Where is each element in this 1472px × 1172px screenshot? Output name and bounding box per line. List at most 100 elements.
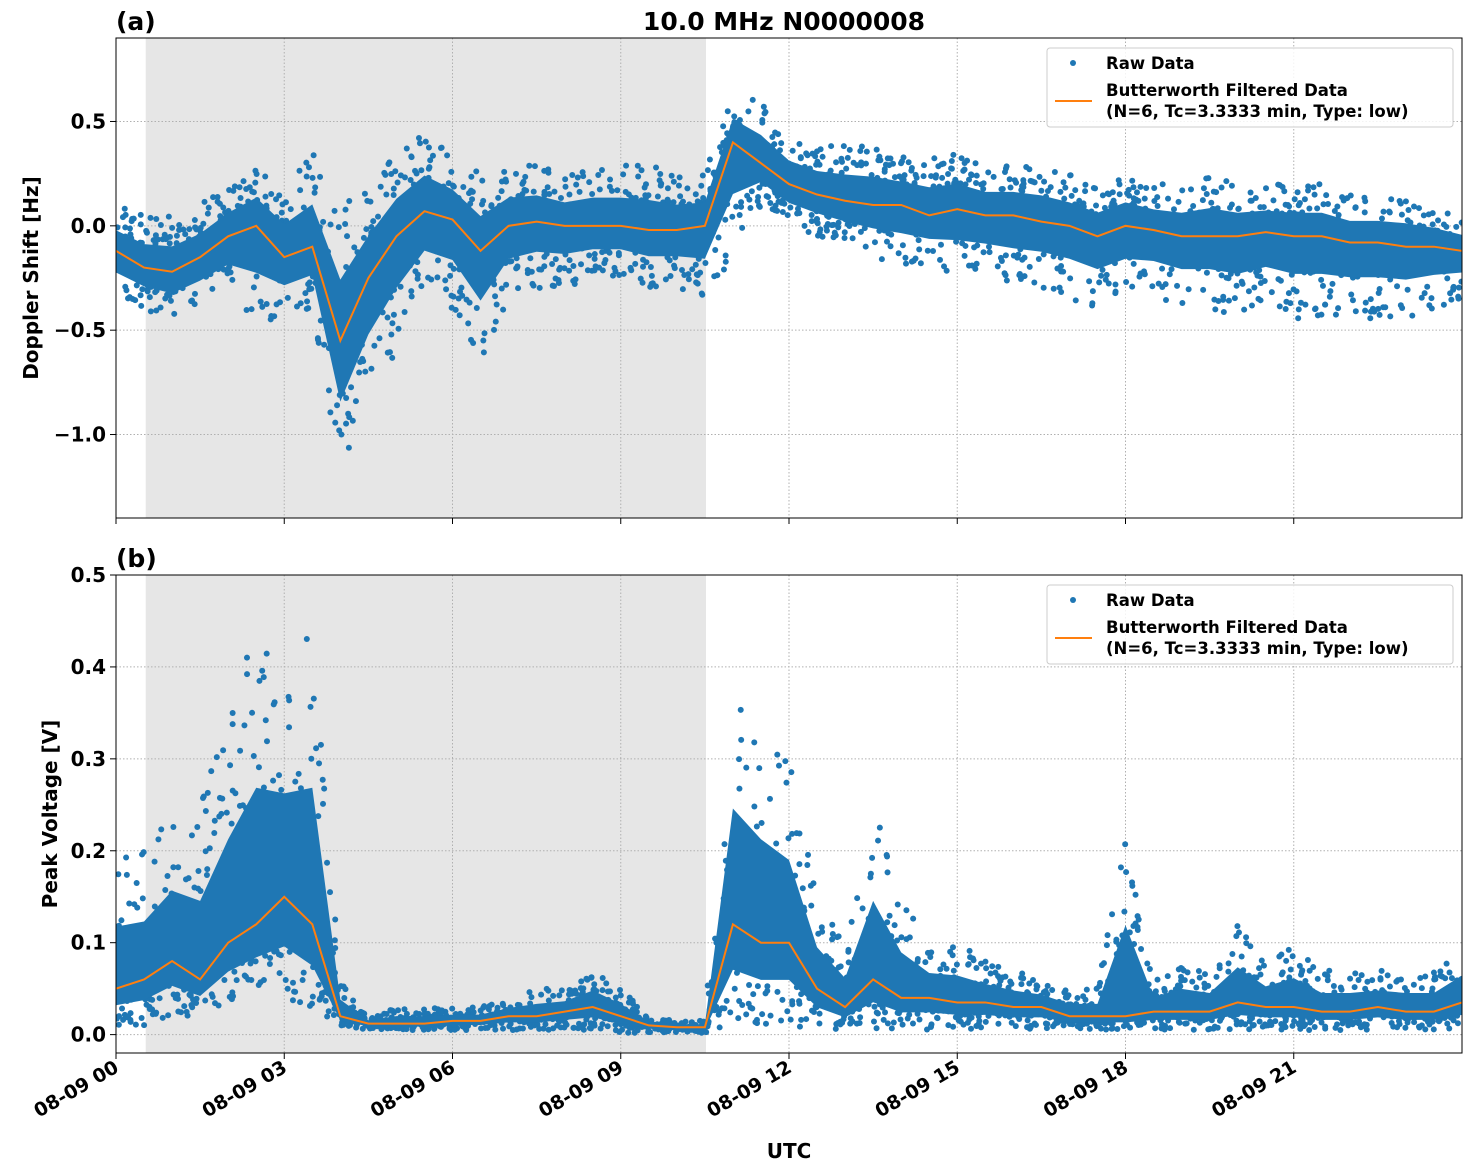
raw-data-point (985, 169, 992, 176)
data-layer (116, 96, 1462, 451)
raw-data-point (384, 314, 391, 321)
raw-data-point (212, 1000, 219, 1007)
raw-data-point (819, 153, 826, 160)
raw-data-point (266, 960, 273, 967)
raw-data-point (876, 824, 883, 831)
raw-data-point (512, 170, 519, 177)
raw-data-point (959, 240, 966, 247)
raw-data-point (678, 267, 685, 274)
raw-data-point (829, 921, 836, 928)
raw-data-point (331, 207, 338, 214)
raw-data-point (829, 936, 836, 943)
raw-data-point (444, 152, 451, 159)
raw-data-point (1017, 275, 1024, 282)
raw-data-point (389, 354, 396, 361)
raw-data-point (1440, 301, 1447, 308)
raw-data-point (1151, 184, 1158, 191)
raw-data-point (337, 983, 344, 990)
raw-data-point (1314, 205, 1321, 212)
raw-data-point (422, 138, 429, 145)
raw-data-point (249, 188, 256, 195)
raw-data-point (612, 268, 619, 275)
raw-data-point (1133, 189, 1140, 196)
raw-data-point (321, 341, 328, 348)
raw-data-point (241, 722, 248, 729)
raw-data-point (320, 800, 327, 807)
raw-data-point (118, 917, 125, 924)
raw-data-point (197, 224, 204, 231)
raw-data-point (1294, 189, 1301, 196)
raw-data-point (310, 695, 317, 702)
raw-data-point (1168, 266, 1175, 273)
raw-data-point (623, 162, 630, 169)
raw-data-point (909, 1020, 916, 1027)
raw-data-point (882, 1009, 889, 1016)
panel-b: 08-09 00 08-09 03 08-09 06 08-09 09 08-09 12… (30, 563, 1463, 1122)
raw-data-point (284, 294, 291, 301)
raw-data-point (343, 394, 350, 401)
raw-data-point (1248, 197, 1255, 204)
raw-data-point (966, 176, 973, 183)
raw-data-point (412, 167, 419, 174)
raw-data-point (570, 1024, 577, 1031)
raw-data-point (1411, 203, 1418, 210)
raw-data-point (270, 777, 277, 784)
raw-data-point (781, 200, 788, 207)
raw-data-point (928, 173, 935, 180)
raw-data-point (356, 369, 363, 376)
raw-data-point (492, 293, 499, 300)
raw-data-point (1112, 288, 1119, 295)
panel-b-ylabel: Peak Voltage [V] (38, 720, 62, 909)
raw-data-point (468, 173, 475, 180)
raw-data-point (498, 188, 505, 195)
raw-data-point (846, 146, 853, 153)
raw-data-point (1362, 198, 1369, 205)
panel-a-ylabel: Doppler Shift [Hz] (19, 176, 43, 380)
raw-data-point (604, 1023, 611, 1030)
raw-data-point (395, 325, 402, 332)
raw-data-point (182, 231, 189, 238)
raw-data-point (960, 167, 967, 174)
raw-data-point (244, 671, 251, 678)
raw-data-point (605, 988, 612, 995)
raw-data-point (562, 1019, 569, 1026)
raw-data-point (662, 276, 669, 283)
raw-data-point (289, 979, 296, 986)
raw-data-point (620, 171, 627, 178)
raw-data-point (139, 895, 146, 902)
raw-data-point (1388, 196, 1395, 203)
raw-data-point (875, 837, 882, 844)
raw-data-point (754, 198, 761, 205)
raw-data-point (747, 204, 754, 211)
raw-data-point (116, 224, 121, 231)
raw-data-point (237, 194, 244, 201)
raw-data-point (995, 963, 1002, 970)
raw-data-point (1286, 203, 1293, 210)
raw-data-point (1130, 260, 1137, 267)
raw-data-point (170, 823, 177, 830)
raw-data-point (325, 1008, 332, 1015)
raw-data-point (320, 218, 327, 225)
raw-data-point (542, 1021, 549, 1028)
raw-data-point (228, 996, 235, 1003)
raw-data-point (1001, 270, 1008, 277)
raw-data-point (998, 258, 1005, 265)
raw-data-point (774, 751, 781, 758)
raw-data-point (675, 182, 682, 189)
raw-data-point (1235, 206, 1242, 213)
raw-data-point (176, 222, 183, 229)
raw-data-point (571, 280, 578, 287)
raw-data-point (968, 1014, 975, 1021)
raw-data-point (816, 1010, 823, 1017)
raw-data-point (388, 331, 395, 338)
raw-data-point (342, 206, 349, 213)
raw-data-point (528, 994, 535, 1001)
raw-data-point (308, 755, 315, 762)
raw-data-point (1213, 189, 1220, 196)
raw-data-point (530, 188, 537, 195)
raw-data-point (764, 983, 771, 990)
raw-data-point (1277, 277, 1284, 284)
raw-data-point (1319, 282, 1326, 289)
raw-data-point (165, 1012, 172, 1019)
raw-data-point (971, 244, 978, 251)
